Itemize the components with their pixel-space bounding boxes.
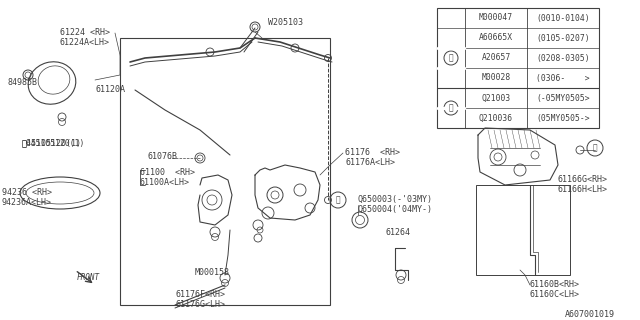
Text: ①: ① — [593, 143, 597, 153]
Text: 61120A: 61120A — [95, 85, 125, 94]
Text: Q650003(-'03MY): Q650003(-'03MY) — [358, 195, 433, 204]
Text: (05MY0505->: (05MY0505-> — [536, 114, 590, 123]
Text: Q210036: Q210036 — [479, 114, 513, 123]
Text: FRONT: FRONT — [77, 274, 100, 283]
Text: M000047: M000047 — [479, 13, 513, 22]
Text: (0105-0207): (0105-0207) — [536, 34, 590, 43]
Text: (0208-0305): (0208-0305) — [536, 53, 590, 62]
Text: 94236A<LH>: 94236A<LH> — [2, 198, 52, 207]
Text: 61176F<RH>: 61176F<RH> — [175, 290, 225, 299]
Text: ⑤45105120(1): ⑤45105120(1) — [22, 138, 82, 147]
Text: 61176  <RH>: 61176 <RH> — [345, 148, 400, 157]
Bar — [437, 8, 599, 128]
Text: W205103: W205103 — [268, 18, 303, 27]
Text: 61160C<LH>: 61160C<LH> — [530, 290, 580, 299]
Text: ②: ② — [449, 103, 453, 113]
Text: (-05MY0505>: (-05MY0505> — [536, 93, 590, 102]
Text: ①: ① — [449, 53, 453, 62]
Bar — [476, 185, 570, 275]
Text: 61224A<LH>: 61224A<LH> — [60, 38, 110, 47]
Text: 61264: 61264 — [385, 228, 410, 237]
Text: 94236 <RH>: 94236 <RH> — [2, 188, 52, 197]
Text: 84985B: 84985B — [8, 78, 38, 87]
Text: 61100A<LH>: 61100A<LH> — [140, 178, 190, 187]
Text: (0010-0104): (0010-0104) — [536, 13, 590, 22]
Text: 61166H<LH>: 61166H<LH> — [558, 185, 608, 194]
Text: 61176A<LH>: 61176A<LH> — [345, 158, 395, 167]
Text: A607001019: A607001019 — [565, 310, 615, 319]
Text: 61166G<RH>: 61166G<RH> — [558, 175, 608, 184]
Text: 61224 <RH>: 61224 <RH> — [60, 28, 110, 37]
Text: M00028: M00028 — [481, 74, 511, 83]
Text: Q21003: Q21003 — [481, 93, 511, 102]
Text: ⑤045105120(1): ⑤045105120(1) — [22, 138, 85, 147]
Text: Q650004('04MY-): Q650004('04MY-) — [358, 205, 433, 214]
Text: ②: ② — [336, 196, 340, 204]
Text: 61100  <RH>: 61100 <RH> — [140, 168, 195, 177]
Text: M000158: M000158 — [195, 268, 230, 277]
Text: 61160B<RH>: 61160B<RH> — [530, 280, 580, 289]
Bar — [120, 38, 330, 305]
Text: A20657: A20657 — [481, 53, 511, 62]
Text: (0306-    >: (0306- > — [536, 74, 590, 83]
Text: 61176G<LH>: 61176G<LH> — [175, 300, 225, 309]
Text: 61076B: 61076B — [148, 152, 178, 161]
Text: A60665X: A60665X — [479, 34, 513, 43]
